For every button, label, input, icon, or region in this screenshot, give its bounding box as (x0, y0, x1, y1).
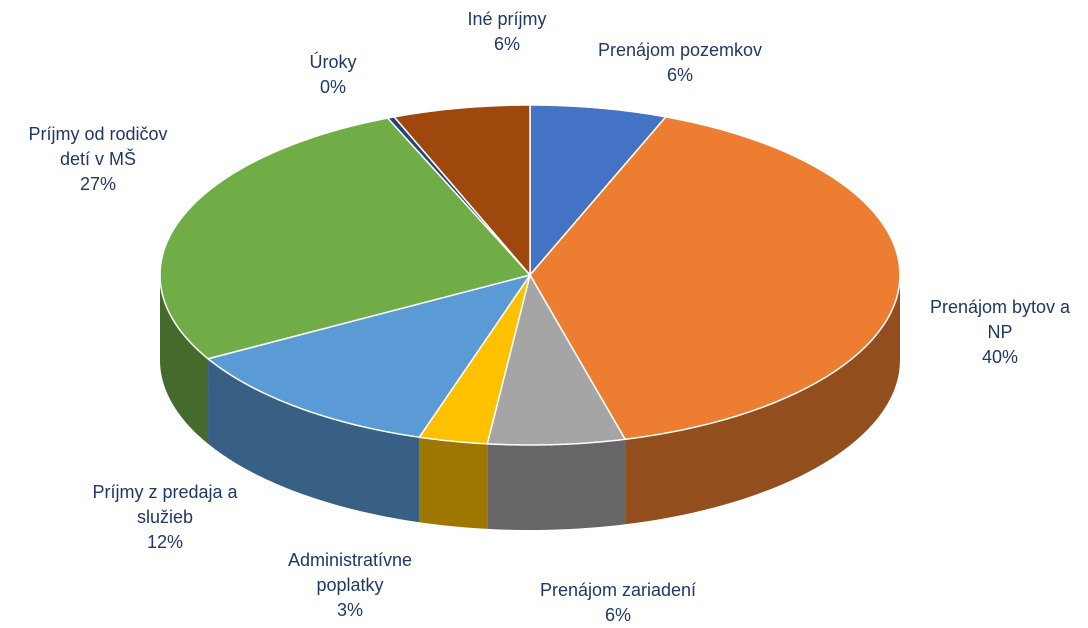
data-label: Úroky 0% (273, 50, 393, 100)
pie-slice-side (208, 358, 420, 523)
value-label: 27% (79, 174, 117, 194)
pie-slice (486, 273, 627, 446)
data-label: Prenájom zariadení 6% (488, 578, 748, 628)
category-label: Prenájom bytov a NP (929, 297, 1071, 342)
pie-slice (159, 117, 532, 360)
value-label: 40% (981, 347, 1019, 367)
category-label: Prenájom pozemkov (597, 40, 763, 60)
pie-slice (392, 104, 531, 278)
data-label: Príjmy od rodičov detí v MŠ 27% (16, 122, 181, 197)
value-label: 0% (319, 77, 346, 97)
value-label: 6% (493, 34, 520, 54)
value-label: 3% (336, 600, 363, 620)
pie-slice (386, 116, 531, 276)
data-label: Prenájom pozemkov 6% (550, 38, 810, 88)
data-label: Prenájom bytov a NP 40% (920, 295, 1080, 370)
pie-slice (206, 273, 532, 439)
value-label: 12% (146, 532, 184, 552)
data-label: Administratívne poplatky 3% (280, 548, 420, 623)
category-label: Úroky (309, 52, 357, 72)
data-label: Iné príjmy 6% (437, 7, 577, 57)
category-label: Prenájom zariadení (539, 580, 697, 600)
category-label: Administratívne poplatky (287, 550, 413, 595)
pie-slice-side (419, 437, 488, 529)
pie-slice-side (160, 275, 209, 444)
data-label: Príjmy z predaja a služieb 12% (83, 480, 248, 555)
value-label: 6% (604, 605, 631, 625)
pie-slice-side (625, 275, 900, 525)
category-label: Iné príjmy (467, 9, 547, 29)
value-label: 6% (666, 65, 693, 85)
pie-slice (529, 116, 901, 441)
pie-slice-side (487, 439, 626, 530)
pie-slice (418, 274, 531, 445)
category-label: Príjmy od rodičov detí v MŠ (28, 124, 168, 169)
pie-slice (529, 104, 668, 278)
category-label: Príjmy z predaja a služieb (92, 482, 238, 527)
